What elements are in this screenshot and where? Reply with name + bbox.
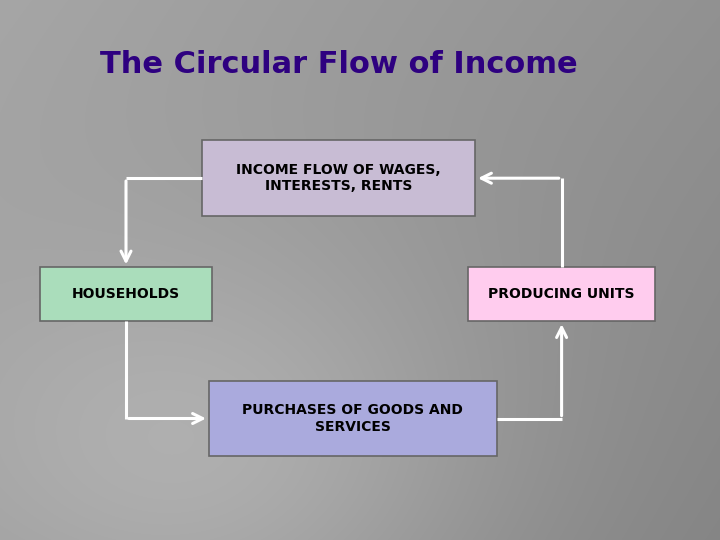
FancyBboxPatch shape: [468, 267, 655, 321]
Text: HOUSEHOLDS: HOUSEHOLDS: [72, 287, 180, 301]
FancyBboxPatch shape: [202, 140, 475, 216]
Text: PURCHASES OF GOODS AND
SERVICES: PURCHASES OF GOODS AND SERVICES: [243, 403, 463, 434]
FancyBboxPatch shape: [40, 267, 212, 321]
Text: PRODUCING UNITS: PRODUCING UNITS: [488, 287, 635, 301]
Text: INCOME FLOW OF WAGES,
INTERESTS, RENTS: INCOME FLOW OF WAGES, INTERESTS, RENTS: [236, 163, 441, 193]
FancyBboxPatch shape: [209, 381, 497, 456]
Text: The Circular Flow of Income: The Circular Flow of Income: [99, 50, 577, 79]
